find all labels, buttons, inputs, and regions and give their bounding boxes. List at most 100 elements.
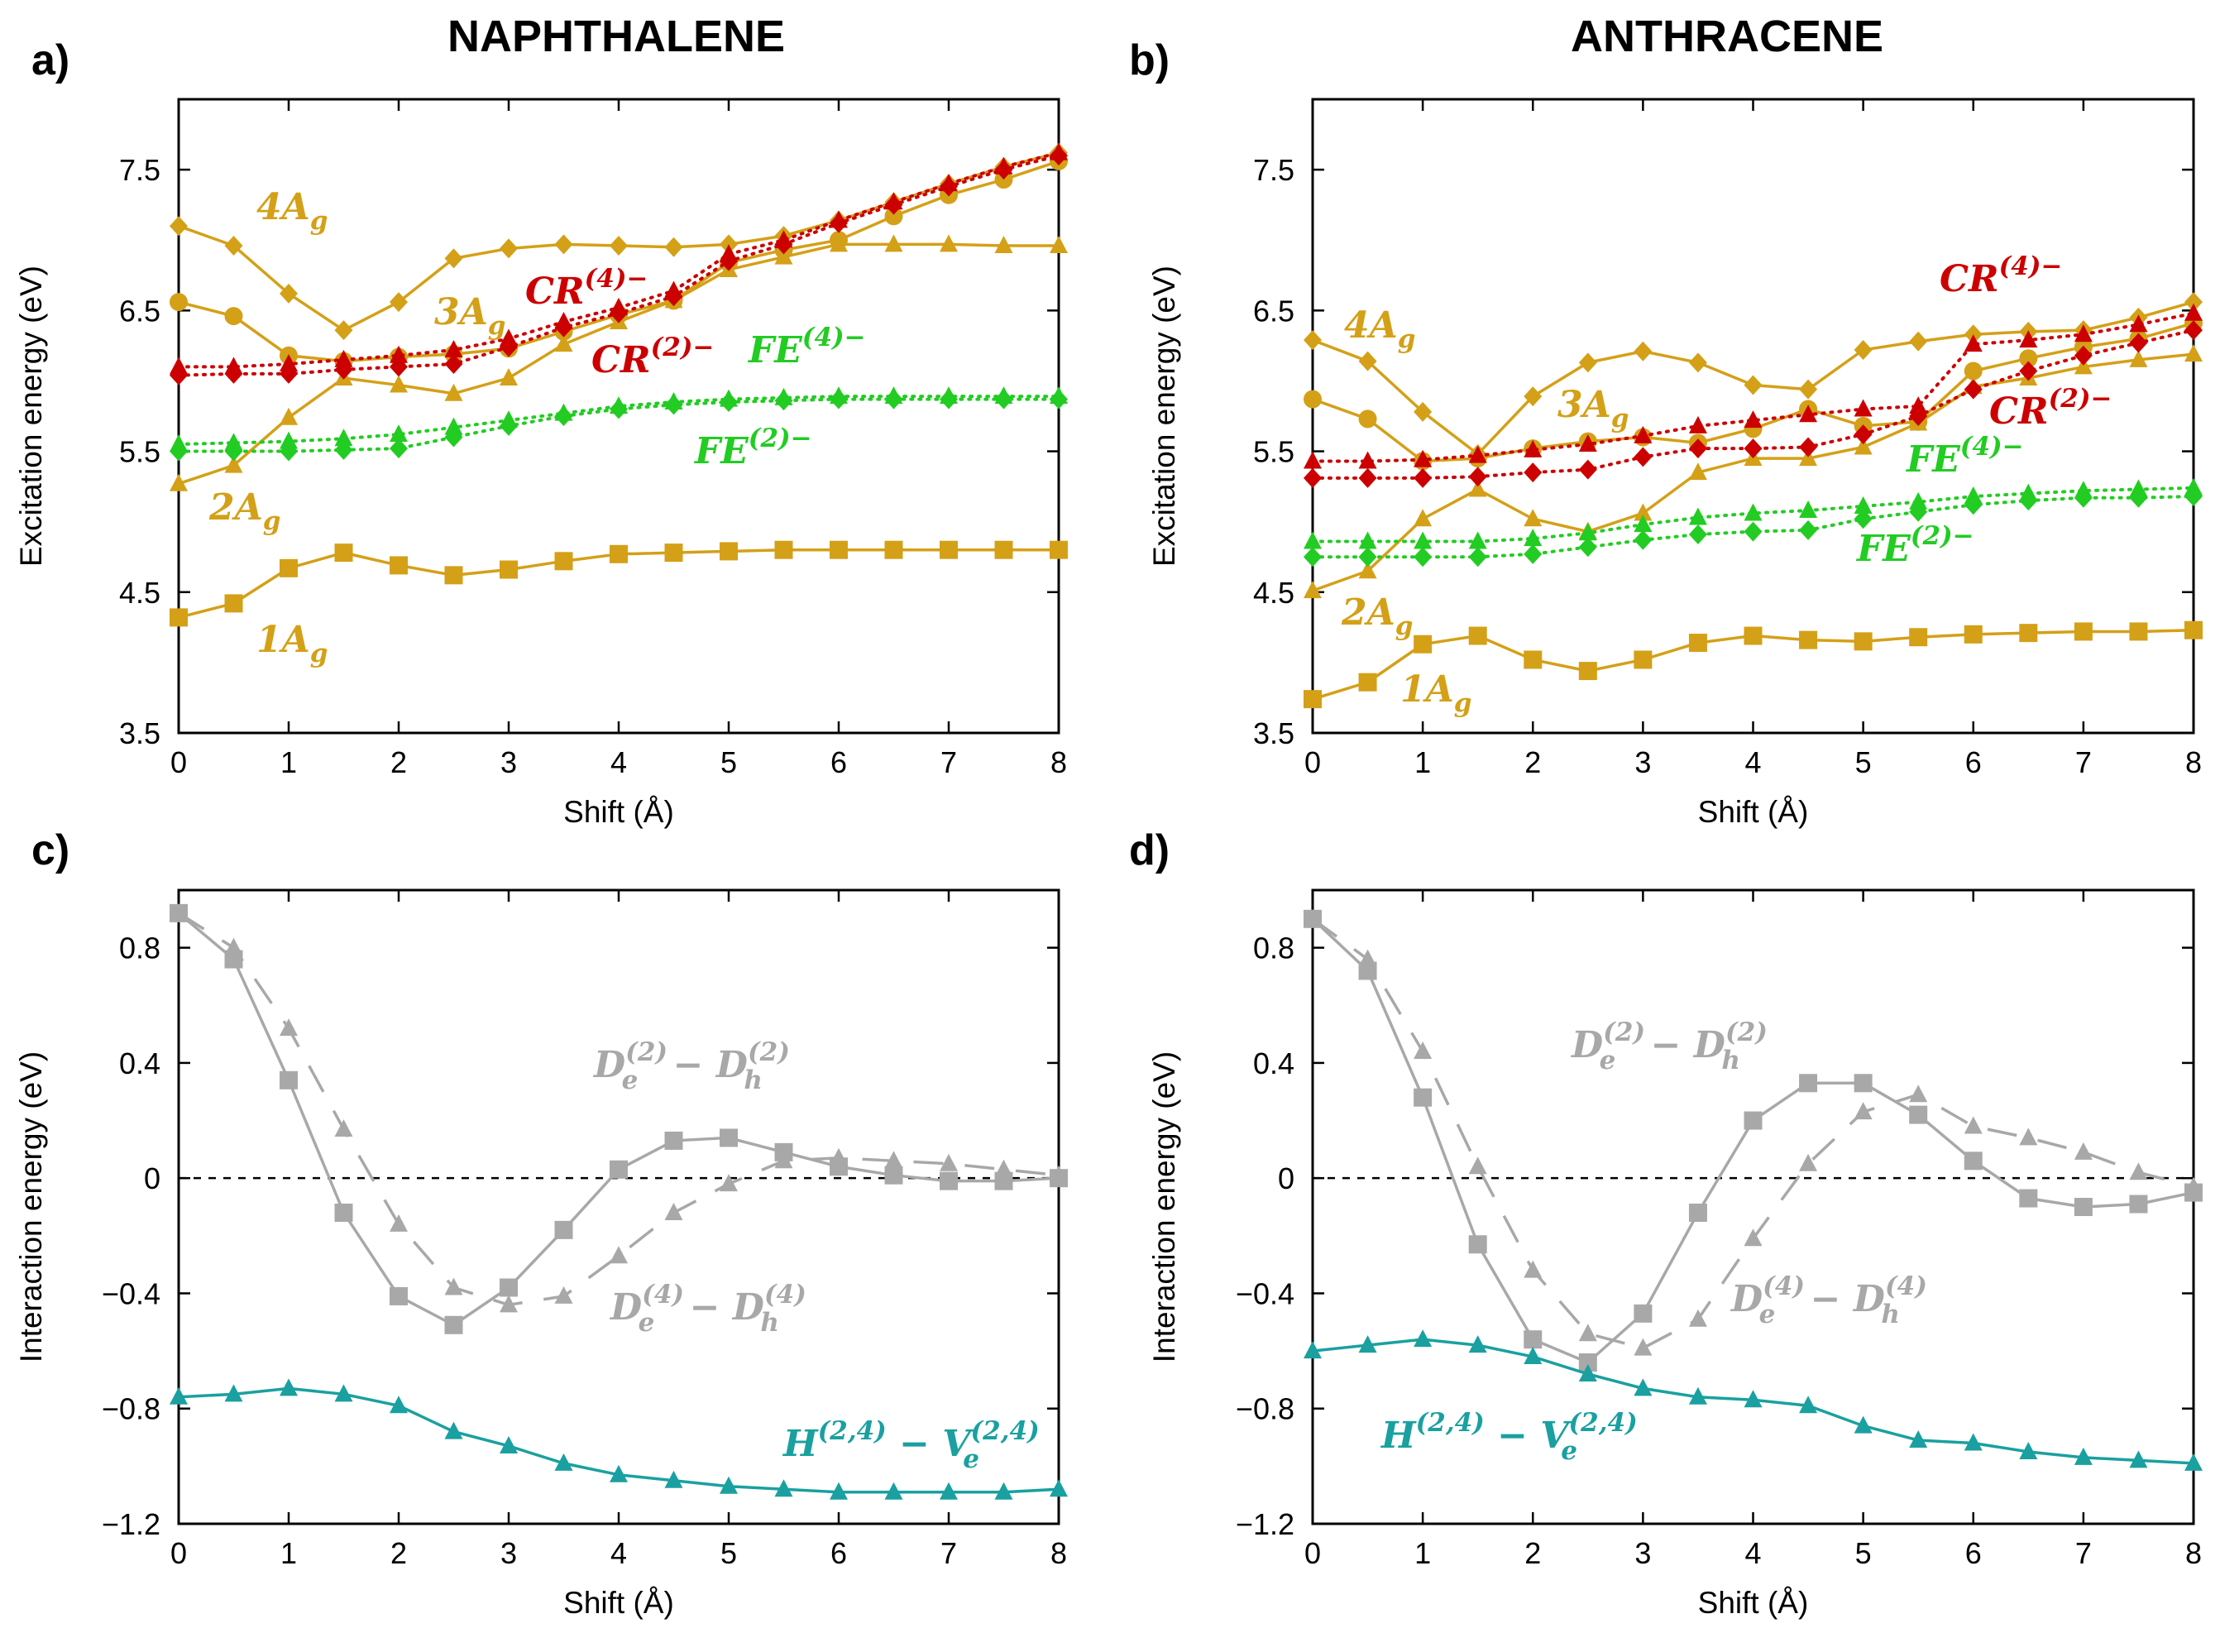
- x-tick-label: 7: [940, 745, 957, 779]
- data-point: [1524, 1347, 1543, 1365]
- data-point: [1964, 1433, 1983, 1451]
- data-point: [334, 349, 353, 367]
- x-tick-label: 1: [280, 1536, 297, 1570]
- data-point: [1744, 1390, 1763, 1408]
- data-point: [1304, 908, 1322, 927]
- y-tick-label: −1.2: [1236, 1507, 1294, 1541]
- x-tick-label: 8: [2185, 745, 2202, 779]
- series-annotation: H(2,4) − V(2,4) e: [1380, 1408, 1638, 1466]
- y-tick-label: 5.5: [119, 435, 160, 469]
- data-point: [664, 543, 683, 563]
- data-point: [1634, 1338, 1653, 1356]
- data-point: [1578, 1353, 1597, 1372]
- data-point: [1358, 531, 1377, 549]
- x-tick-label: 3: [500, 1536, 517, 1570]
- data-point: [1909, 1430, 1928, 1448]
- data-point: [830, 1482, 848, 1500]
- data-point: [884, 1166, 903, 1185]
- data-point: [500, 238, 518, 259]
- x-tick-label: 3: [500, 745, 517, 779]
- data-point: [500, 1435, 518, 1453]
- data-point: [1634, 1304, 1653, 1323]
- data-point: [224, 433, 243, 451]
- data-point: [2184, 1176, 2203, 1195]
- data-point: [1578, 1363, 1597, 1381]
- data-point: [554, 234, 573, 255]
- data-point: [994, 1159, 1013, 1177]
- y-tick-label: 0.8: [119, 931, 160, 965]
- data-point: [2074, 1447, 2093, 1465]
- x-tick-label: 2: [1524, 1536, 1541, 1570]
- data-point: [1050, 142, 1068, 160]
- data-point: [444, 1315, 463, 1334]
- x-tick-label: 0: [170, 745, 187, 779]
- series-annotation: 3Ag: [1557, 384, 1629, 433]
- data-point: [390, 424, 408, 443]
- series-annotation: D(4) e − D(4) h: [609, 1280, 806, 1338]
- data-point: [1634, 515, 1653, 533]
- data-point: [1468, 467, 1487, 487]
- data-point: [1414, 509, 1433, 527]
- data-point: [1909, 331, 1928, 352]
- data-point: [280, 558, 298, 577]
- y-tick-label: 6.5: [119, 294, 160, 328]
- data-point: [500, 328, 518, 347]
- data-point: [1414, 547, 1433, 567]
- x-axis-label: Shift (Å): [563, 795, 674, 829]
- data-point: [774, 230, 793, 248]
- series-annotation: D(4) e − D(4) h: [1730, 1271, 1927, 1329]
- series-annotation: CR(2)−: [1989, 384, 2112, 433]
- data-point: [554, 1286, 573, 1304]
- series-De(2)-Dh(2): [170, 903, 1068, 1334]
- data-point: [334, 1118, 353, 1137]
- data-point: [774, 1151, 793, 1169]
- data-point: [1468, 1335, 1487, 1353]
- data-point: [1688, 1386, 1707, 1405]
- data-point: [1050, 236, 1068, 254]
- data-point: [444, 1421, 463, 1439]
- data-point: [1688, 634, 1707, 653]
- data-point: [1744, 410, 1763, 429]
- data-point: [224, 357, 243, 375]
- data-point: [444, 566, 463, 585]
- data-point: [1909, 491, 1928, 510]
- data-point: [994, 1482, 1013, 1500]
- y-tick-label: −1.2: [102, 1507, 160, 1541]
- data-point: [554, 1453, 573, 1471]
- y-tick-label: −0.8: [1236, 1392, 1294, 1426]
- data-point: [2129, 1450, 2148, 1468]
- data-point: [884, 234, 903, 252]
- data-point: [1854, 437, 1873, 455]
- data-point: [1744, 1111, 1763, 1130]
- data-point: [2074, 324, 2093, 342]
- data-point: [390, 556, 408, 575]
- series-annotation: CR(4)−: [1940, 251, 2062, 300]
- data-point: [884, 540, 903, 559]
- data-point: [1358, 351, 1377, 371]
- data-point: [1688, 524, 1707, 544]
- y-tick-label: −0.4: [1236, 1276, 1294, 1310]
- series-annotation: D(2) e − D(2) h: [1570, 1018, 1768, 1075]
- data-point: [280, 1018, 298, 1037]
- data-point: [1414, 401, 1433, 422]
- data-point: [2184, 344, 2203, 362]
- data-point: [774, 540, 793, 559]
- data-point: [940, 1171, 958, 1190]
- data-point: [610, 1246, 628, 1264]
- data-point: [390, 292, 408, 313]
- y-tick-label: 3.5: [1253, 716, 1294, 750]
- data-point: [1634, 425, 1653, 443]
- data-point: [224, 307, 243, 326]
- data-point: [1964, 486, 1983, 505]
- x-tick-label: 1: [1414, 745, 1431, 779]
- data-point: [994, 156, 1013, 175]
- data-point: [1468, 531, 1487, 549]
- data-point: [1304, 467, 1322, 488]
- x-tick-label: 3: [1634, 1536, 1651, 1570]
- data-point: [1414, 1329, 1433, 1348]
- data-point: [720, 389, 738, 407]
- data-point: [1634, 447, 1653, 467]
- x-tick-label: 8: [1050, 1536, 1067, 1570]
- x-tick-label: 2: [390, 745, 407, 779]
- data-point: [1524, 529, 1543, 547]
